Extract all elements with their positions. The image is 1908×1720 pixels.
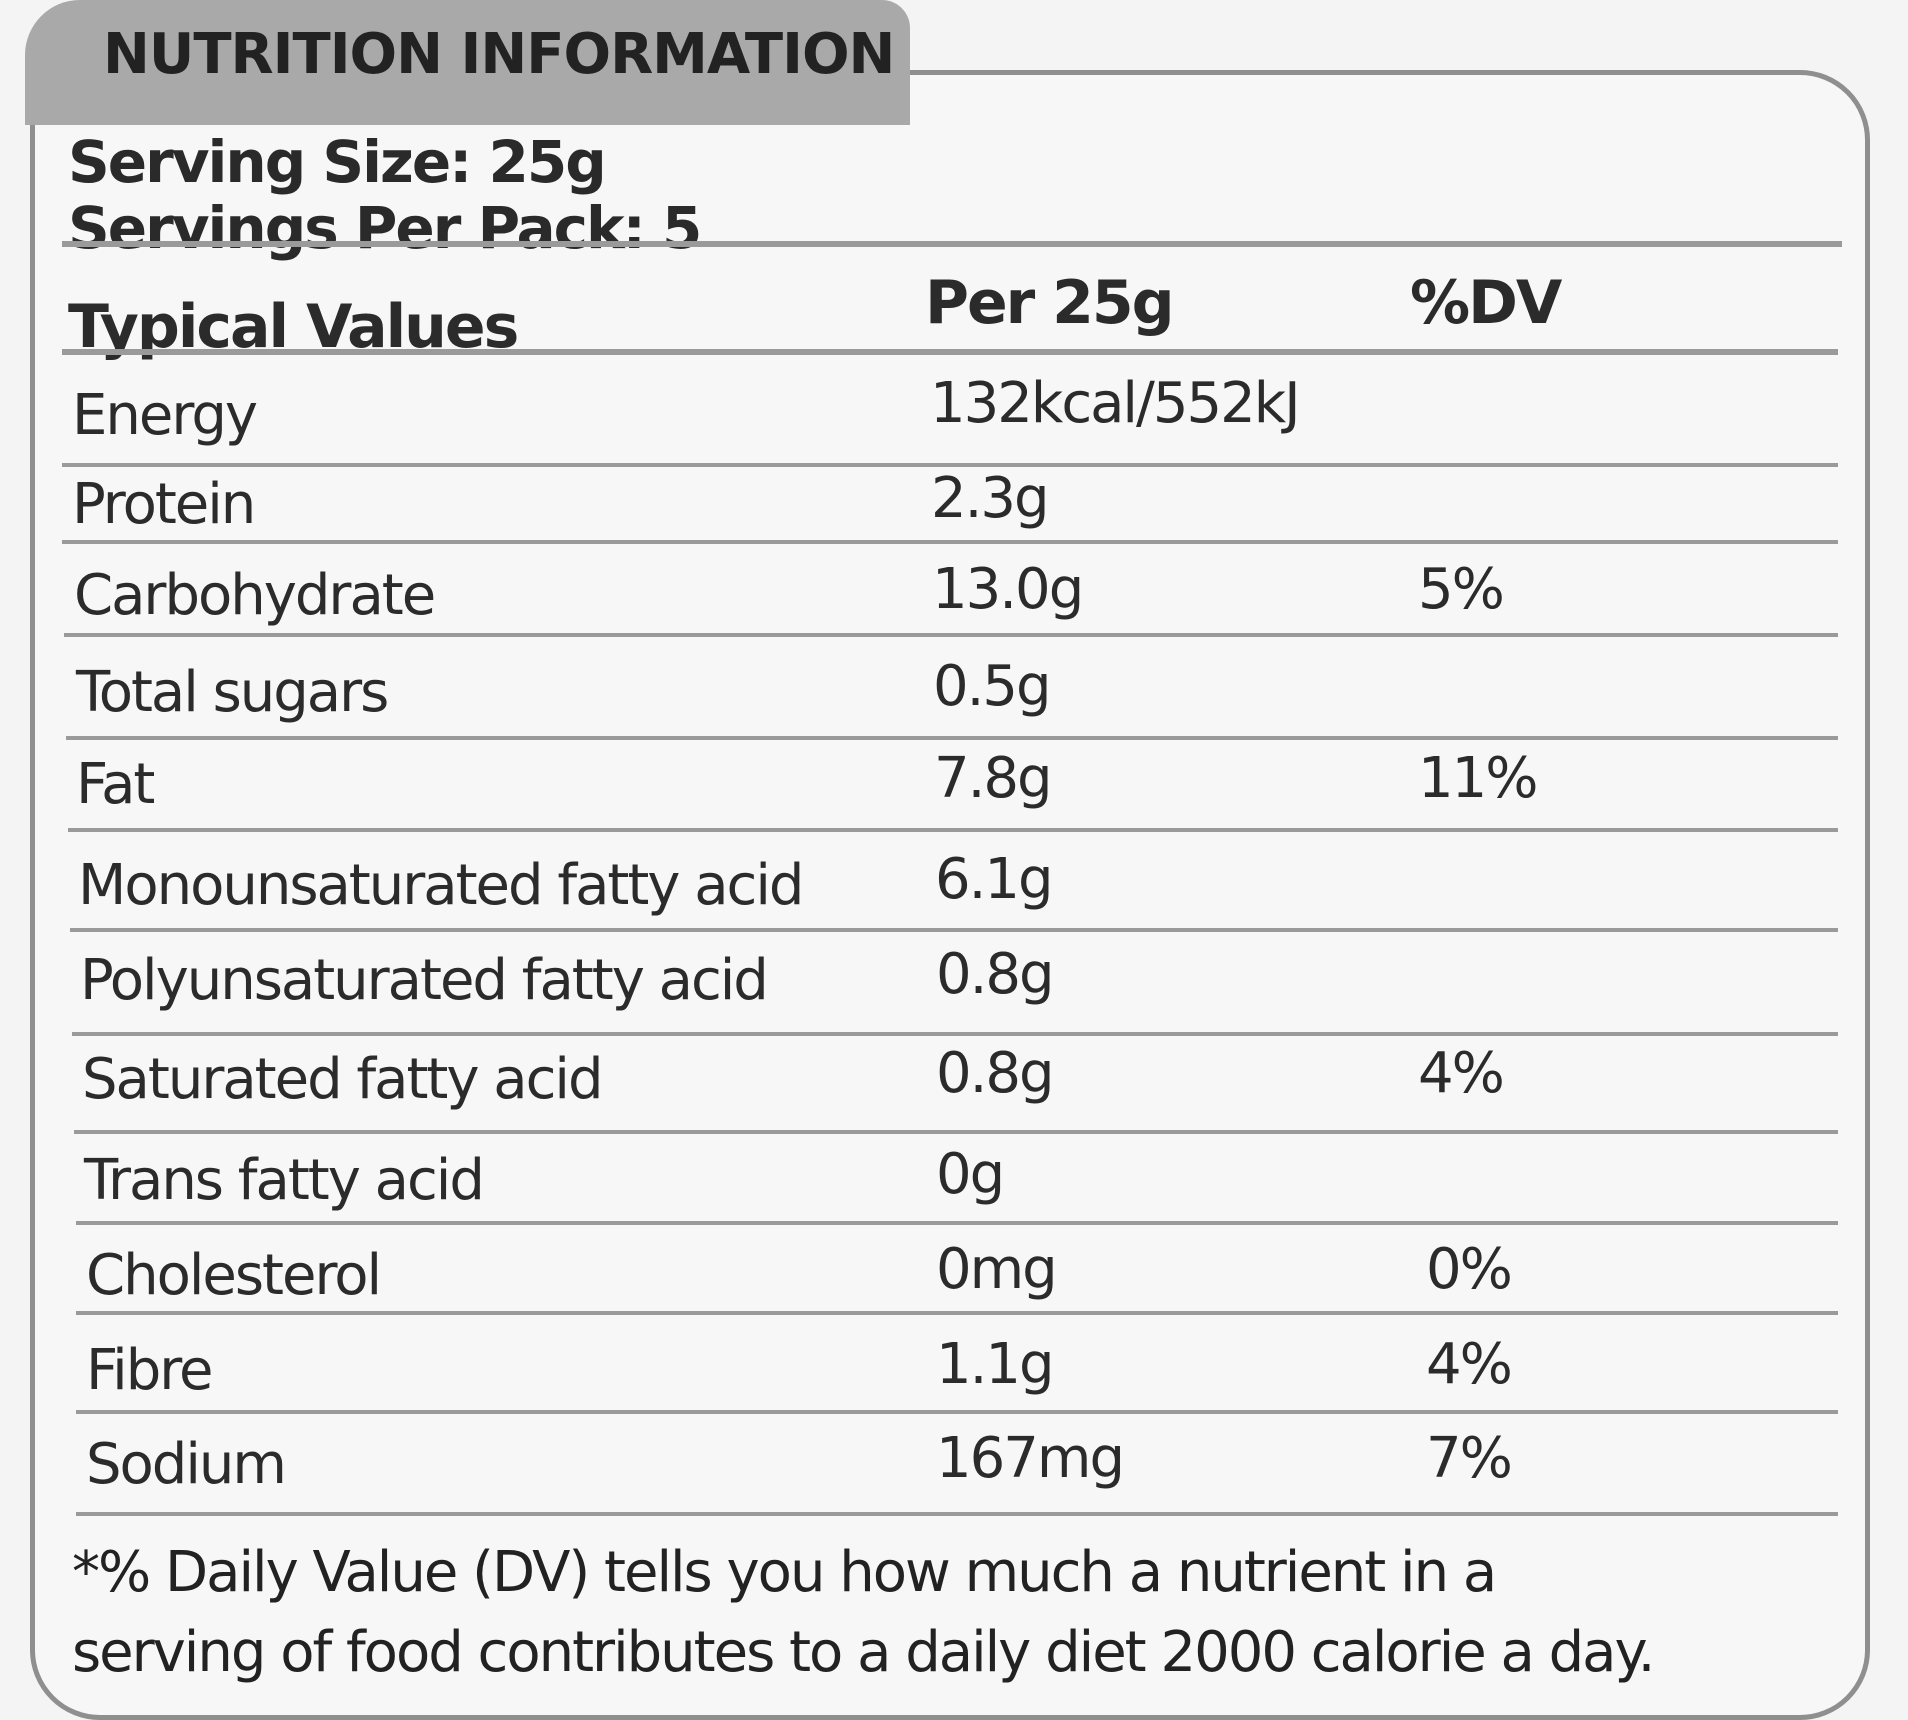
nutrient-name: Carbohydrate: [74, 563, 436, 628]
label-title: NUTRITION INFORMATION: [103, 22, 895, 87]
nutrient-name: Trans fatty acid: [84, 1148, 485, 1213]
nutrient-name: Saturated fatty acid: [82, 1047, 604, 1112]
nutrient-name: Sodium: [86, 1432, 287, 1497]
row-divider: [76, 1512, 1838, 1516]
row-divider: [70, 928, 1838, 932]
nutrient-name: Fibre: [86, 1338, 213, 1403]
column-header-dv: %DV: [1410, 268, 1562, 338]
nutrient-value: 167mg: [936, 1426, 1125, 1491]
row-divider: [62, 463, 1838, 467]
row-divider: [64, 633, 1838, 637]
row-divider: [74, 1130, 1838, 1134]
nutrient-value: 0.8g: [936, 942, 1055, 1007]
nutrient-value: 132kcal/552kJ: [930, 371, 1301, 436]
nutrition-label: [30, 70, 1870, 1720]
title-tab: NUTRITION INFORMATION: [25, 0, 910, 125]
nutrient-name: Total sugars: [76, 660, 389, 725]
nutrient-value: 0mg: [936, 1237, 1058, 1302]
nutrient-name: Polyunsaturated fatty acid: [80, 948, 769, 1013]
row-divider: [72, 1032, 1838, 1036]
row-divider: [62, 349, 1838, 355]
nutrient-daily-value: 4%: [1426, 1332, 1513, 1397]
nutrient-daily-value: 5%: [1418, 557, 1505, 622]
nutrient-value: 7.8g: [934, 746, 1053, 811]
nutrient-value: 1.1g: [936, 1332, 1055, 1397]
nutrient-value: 0.5g: [933, 654, 1052, 719]
nutrient-daily-value: 11%: [1418, 746, 1538, 811]
row-divider: [68, 828, 1838, 832]
nutrient-daily-value: 0%: [1426, 1237, 1513, 1302]
nutrient-daily-value: 7%: [1426, 1426, 1513, 1491]
nutrient-daily-value: 4%: [1418, 1041, 1505, 1106]
serving-size: Serving Size: 25g: [68, 128, 607, 196]
footnote-line-1: *% Daily Value (DV) tells you how much a…: [72, 1540, 1497, 1605]
nutrient-name: Monounsaturated fatty acid: [78, 853, 804, 918]
column-header-per-serving: Per 25g: [925, 268, 1175, 338]
nutrient-name: Cholesterol: [86, 1243, 382, 1308]
nutrient-value: 0.8g: [936, 1041, 1055, 1106]
row-divider: [76, 1410, 1838, 1414]
nutrient-value: 13.0g: [932, 557, 1084, 622]
row-divider: [76, 1311, 1838, 1315]
row-divider: [76, 1221, 1838, 1225]
row-divider: [62, 540, 1838, 544]
nutrient-name: Fat: [76, 752, 155, 817]
divider: [62, 241, 1842, 247]
nutrient-name: Energy: [72, 383, 258, 448]
nutrient-value: 6.1g: [935, 847, 1054, 912]
servings-per-pack: Servings Per Pack: 5: [68, 194, 702, 262]
row-divider: [66, 736, 1838, 740]
nutrient-name: Protein: [72, 472, 256, 537]
nutrient-value: 2.3g: [931, 466, 1050, 531]
nutrient-value: 0g: [936, 1142, 1005, 1207]
footnote-line-2: serving of food contributes to a daily d…: [72, 1620, 1655, 1685]
